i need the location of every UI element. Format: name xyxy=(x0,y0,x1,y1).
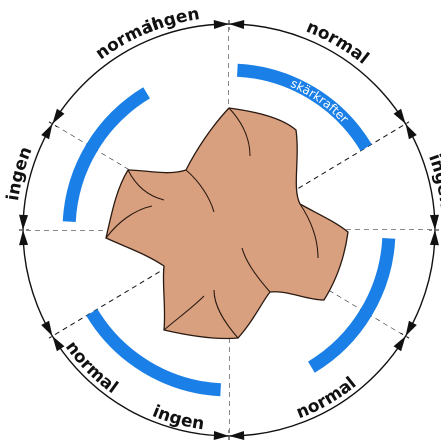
force-band xyxy=(62,87,150,223)
force-band xyxy=(308,237,396,373)
arrowhead xyxy=(405,320,417,337)
arrowhead xyxy=(393,336,406,352)
arrowhead xyxy=(41,123,53,140)
arrowhead xyxy=(19,230,29,246)
cutting-force-bands xyxy=(62,63,396,397)
divider-line xyxy=(228,121,410,231)
ring-arrowheads xyxy=(19,20,439,440)
zone-label-right-lower: normal xyxy=(293,373,360,423)
arrowhead xyxy=(405,123,417,140)
cutter-edge-right xyxy=(241,203,319,293)
arrowhead xyxy=(393,108,406,124)
arrowhead xyxy=(229,430,245,440)
divider-line xyxy=(48,229,230,339)
force-band xyxy=(236,63,372,151)
cutter-cross-section xyxy=(105,107,349,340)
arrowhead xyxy=(229,20,245,30)
arrowhead xyxy=(52,336,65,352)
arrowhead xyxy=(19,214,29,230)
force-band xyxy=(86,309,222,397)
divider-line xyxy=(48,121,230,231)
cutter-edge-bottom xyxy=(163,289,239,339)
arrowhead xyxy=(41,320,53,337)
arrowhead xyxy=(429,214,439,230)
arrowhead xyxy=(213,430,229,440)
cutter-edge-top xyxy=(185,107,251,213)
cutter-body xyxy=(105,107,349,340)
arrowhead xyxy=(429,230,439,246)
arrowhead xyxy=(213,20,229,30)
cutter-edge-left xyxy=(105,169,165,239)
arrowhead xyxy=(52,108,65,124)
